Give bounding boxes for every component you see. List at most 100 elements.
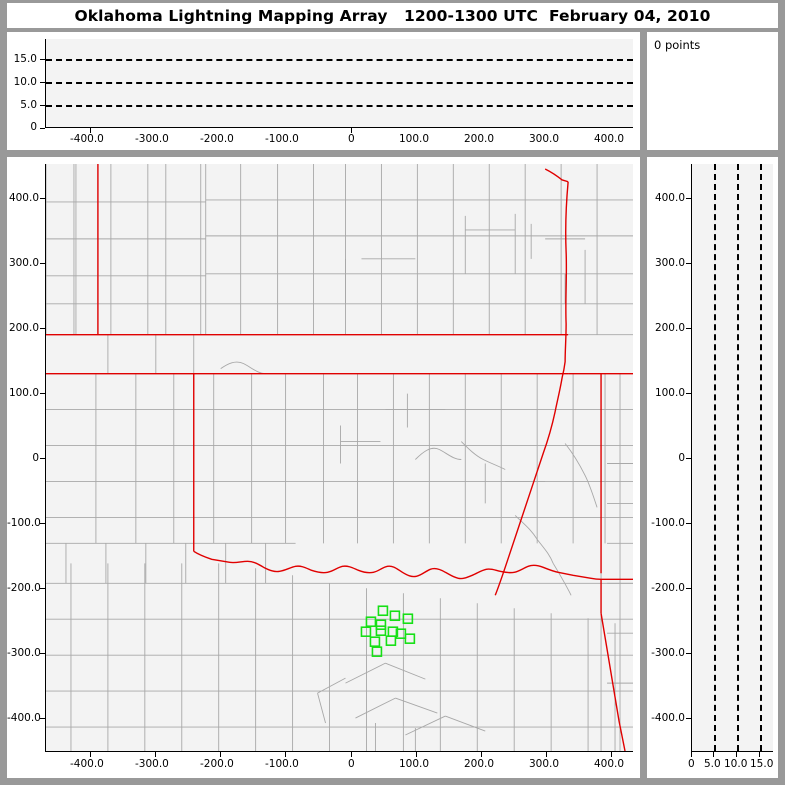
map-ytick-mark-m200 <box>40 588 45 589</box>
right-xtick-10: 10.0 <box>724 758 748 770</box>
right-ytick-m200: -200.0 <box>651 582 685 594</box>
ytick-mark-5 <box>40 105 45 106</box>
time-height-ytick-15: 15.0 <box>13 53 37 65</box>
right-ytick-100: 100.0 <box>654 387 685 399</box>
lma-source-points[interactable] <box>360 605 416 657</box>
map-ytick-m300: -300.0 <box>7 647 41 659</box>
right-ytick-400: 400.0 <box>654 192 685 204</box>
map-canvas[interactable] <box>46 164 633 751</box>
gridline-15 <box>760 164 762 751</box>
map-xtick-mark-300 <box>546 752 547 757</box>
gridline-15 <box>46 59 633 61</box>
time-height-plot-area[interactable] <box>45 39 633 128</box>
time-height-xtick-0: 0 <box>348 133 355 145</box>
point-count-panel: 0 points <box>647 32 778 150</box>
altitude-vs-north-plot-area[interactable] <box>691 164 773 752</box>
map-xtick-400: 400.0 <box>594 758 625 770</box>
source-point[interactable] <box>375 625 387 636</box>
map-xtick-300: 300.0 <box>529 758 560 770</box>
map-ytick-mark-200 <box>40 328 45 329</box>
map-ytick-0: 0 <box>32 452 39 464</box>
map-ytick-mark-100 <box>40 393 45 394</box>
time-height-xtick-400: 400.0 <box>594 133 625 145</box>
time-height-xtick-m400: -400.0 <box>70 133 104 145</box>
map-xtick-m100: -100.0 <box>265 758 299 770</box>
map-ytick-mark-300 <box>40 263 45 264</box>
right-ytick-mark-m400 <box>686 718 691 719</box>
page-title: Oklahoma Lightning Mapping Array 1200-13… <box>74 6 711 25</box>
map-xtick-200: 200.0 <box>464 758 495 770</box>
source-point[interactable] <box>375 619 387 631</box>
source-point[interactable] <box>385 635 397 646</box>
gridline-10 <box>46 82 633 84</box>
map-xtick-m400: -400.0 <box>70 758 104 770</box>
time-height-xtick-m300: -300.0 <box>135 133 169 145</box>
right-ytick-300: 300.0 <box>654 257 685 269</box>
state-boundaries <box>46 164 633 751</box>
map-xtick-0: 0 <box>348 758 355 770</box>
map-ytick-mark-400 <box>40 198 45 199</box>
county-boundaries <box>46 164 633 751</box>
source-point[interactable] <box>404 633 416 644</box>
map-ytick-mark-m300 <box>40 653 45 654</box>
right-xtick-mark-10 <box>736 752 737 757</box>
right-xtick-mark-15 <box>759 752 760 757</box>
right-ytick-mark-200 <box>686 328 691 329</box>
right-ytick-mark-m200 <box>686 588 691 589</box>
ytick-mark-10 <box>40 82 45 83</box>
map-xtick-mark-m100 <box>285 752 286 757</box>
right-ytick-200: 200.0 <box>654 322 685 334</box>
map-xtick-100: 100.0 <box>399 758 430 770</box>
time-height-ytick-0: 0 <box>30 121 37 133</box>
map-ytick-m200: -200.0 <box>7 582 41 594</box>
source-point[interactable] <box>402 613 414 625</box>
map-ytick-mark-m100 <box>40 523 45 524</box>
map-xtick-m200: -200.0 <box>200 758 234 770</box>
time-height-xtick-300: 300.0 <box>529 133 560 145</box>
right-xtick-15: 15.0 <box>750 758 774 770</box>
title-bar: Oklahoma Lightning Mapping Array 1200-13… <box>7 3 778 28</box>
plan-view-plot-area[interactable] <box>45 164 633 752</box>
map-xtick-mark-100 <box>416 752 417 757</box>
right-xtick-mark-5 <box>713 752 714 757</box>
right-ytick-mark-300 <box>686 263 691 264</box>
right-ytick-mark-m100 <box>686 523 691 524</box>
time-height-xtick-200: 200.0 <box>464 133 495 145</box>
plan-view-map-panel[interactable]: 400.0 300.0 200.0 100.0 0 -100.0 -200.0 … <box>7 157 640 778</box>
source-point[interactable] <box>389 610 401 622</box>
right-xtick-mark-0 <box>691 752 692 757</box>
map-xtick-m300: -300.0 <box>135 758 169 770</box>
map-ytick-400: 400.0 <box>8 192 39 204</box>
source-point[interactable] <box>360 626 372 637</box>
time-height-ytick-10: 10.0 <box>13 76 37 88</box>
gridline-10 <box>737 164 739 751</box>
map-ytick-mark-m400 <box>40 718 45 719</box>
right-xtick-5: 5.0 <box>704 758 721 770</box>
source-point[interactable] <box>377 605 389 617</box>
time-height-xtick-m200: -200.0 <box>200 133 234 145</box>
ytick-mark-0 <box>40 128 45 129</box>
map-ytick-m100: -100.0 <box>7 517 41 529</box>
map-ytick-m400: -400.0 <box>7 712 41 724</box>
time-height-xtick-100: 100.0 <box>399 133 430 145</box>
time-height-panel[interactable]: 15.0 10.0 5.0 0 -400.0 -300.0 -200.0 -10… <box>7 32 640 150</box>
map-xtick-mark-400 <box>611 752 612 757</box>
source-point[interactable] <box>365 616 377 628</box>
right-ytick-0: 0 <box>678 452 685 464</box>
source-point[interactable] <box>369 636 381 647</box>
map-xtick-mark-0 <box>351 752 352 757</box>
right-xtick-0: 0 <box>688 758 695 770</box>
map-ytick-200: 200.0 <box>8 322 39 334</box>
source-point[interactable] <box>371 646 383 657</box>
xtick-mark-0 <box>351 128 352 133</box>
map-xtick-mark-m400 <box>90 752 91 757</box>
map-ytick-300: 300.0 <box>8 257 39 269</box>
right-ytick-mark-400 <box>686 198 691 199</box>
altitude-vs-north-panel[interactable]: 400.0 300.0 200.0 100.0 0 -100.0 -200.0 … <box>647 157 778 778</box>
ytick-mark-15 <box>40 59 45 60</box>
time-height-xtick-m100: -100.0 <box>265 133 299 145</box>
right-ytick-mark-0 <box>686 458 691 459</box>
right-ytick-mark-m300 <box>686 653 691 654</box>
gridline-5 <box>46 105 633 107</box>
